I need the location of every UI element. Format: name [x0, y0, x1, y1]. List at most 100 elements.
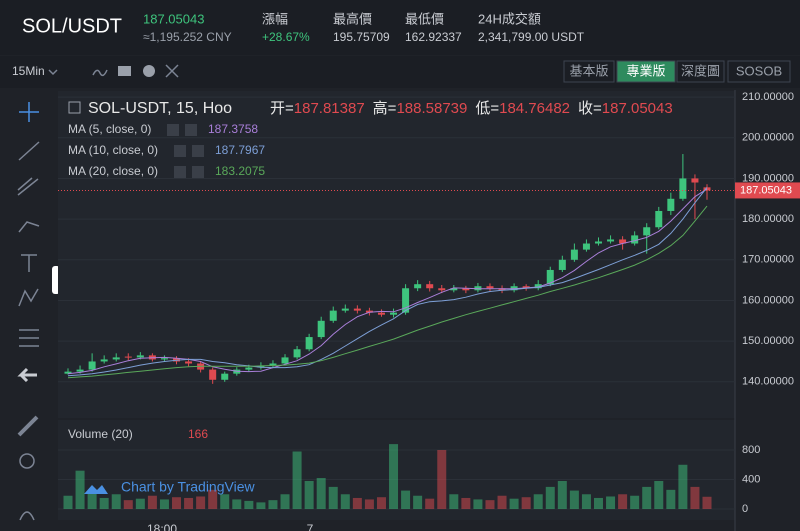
ma-settings[interactable]: [174, 145, 186, 157]
ohlc-legend: 开=187.81387 高=188.58739 低=184.76482 收=187.0…: [270, 100, 673, 117]
candle-body: [317, 320, 325, 338]
ma-settings[interactable]: [174, 166, 186, 178]
ohlc-value: 187.05043: [602, 100, 673, 117]
volume-bar: [256, 502, 266, 510]
candle-body: [390, 312, 398, 315]
candle-body: [402, 288, 410, 313]
ohlc-label: 低=: [475, 100, 499, 117]
ma-label: MA (10, close, 0): [68, 143, 158, 157]
zoom-tool[interactable]: [19, 453, 35, 469]
candle-body: [498, 288, 506, 291]
candle-body: [426, 284, 434, 289]
text-tool[interactable]: [21, 254, 37, 272]
candle-body: [703, 187, 711, 191]
line-tool[interactable]: [18, 141, 40, 161]
volume-bar: [702, 496, 712, 510]
candle-body: [558, 259, 566, 270]
ma-value: 187.7967: [215, 143, 265, 157]
crosshair-tool[interactable]: [19, 102, 39, 122]
ruler-tool[interactable]: [17, 415, 39, 437]
candle-body: [341, 308, 349, 311]
tab-label[interactable]: 專業版: [626, 63, 665, 78]
candle-body: [209, 369, 217, 380]
volume-bar: [268, 500, 278, 510]
volume-bar: [485, 500, 495, 510]
tab[interactable]: [563, 60, 615, 83]
volume-bar: [437, 450, 447, 510]
ma-close[interactable]: [192, 145, 204, 157]
ohlc-value: 188.58739: [396, 100, 467, 117]
camera-icon[interactable]: [118, 66, 131, 76]
y-tick-label: 180.00000: [742, 213, 794, 225]
volume-bar: [220, 494, 230, 510]
pair: SOL/USDT: [22, 15, 122, 37]
ma-line: [67, 187, 708, 377]
indicator-icon[interactable]: [92, 69, 108, 77]
tab-label[interactable]: 深度圖: [681, 63, 720, 78]
volume-bar: [618, 494, 628, 510]
magnet-tool[interactable]: [19, 511, 35, 521]
volume-bar: [135, 498, 145, 510]
candle-body: [281, 357, 289, 364]
stat-label: 24H成交額: [478, 11, 541, 26]
candle-body: [112, 357, 120, 360]
tab[interactable]: [616, 60, 676, 83]
volume-bar: [316, 478, 326, 510]
candle-body: [221, 373, 229, 380]
collapse-icon[interactable]: [68, 101, 81, 114]
candle-body: [462, 288, 470, 291]
candle-body: [643, 227, 651, 236]
tab-label[interactable]: 基本版: [569, 63, 608, 78]
brush-tool[interactable]: [18, 221, 40, 233]
volume-bar: [87, 489, 97, 510]
settings-icon[interactable]: [143, 65, 155, 77]
candle-body: [353, 308, 361, 311]
volume-bar: [184, 497, 194, 510]
tab-label[interactable]: SOSOB: [736, 63, 782, 78]
fullscreen-icon[interactable]: [165, 64, 179, 78]
volume-bar: [147, 495, 157, 510]
volume-bar: [449, 494, 459, 510]
pattern-tool[interactable]: [18, 288, 39, 307]
candle-body: [450, 288, 458, 291]
ma-settings[interactable]: [167, 124, 179, 136]
volume-bar: [473, 499, 483, 510]
volume-value: 166: [188, 427, 208, 441]
channel-tool[interactable]: [17, 177, 39, 196]
volume-bar: [461, 497, 471, 510]
tab[interactable]: [676, 60, 725, 83]
volume-bar: [569, 490, 579, 510]
volume-bar: [581, 494, 591, 510]
candle-body: [414, 284, 422, 289]
volume-bar: [630, 495, 640, 510]
candle-body: [88, 361, 96, 370]
interval[interactable]: 15Min: [12, 64, 45, 78]
volume-bar: [557, 480, 567, 510]
fib-tool[interactable]: [19, 329, 39, 347]
volume-bar: [159, 499, 169, 510]
drawing-toolbar: [0, 90, 56, 531]
ohlc-value: 187.81387: [294, 100, 365, 117]
tabs: 基本版 專業版 深度圖 SOSOB: [563, 60, 791, 83]
ma-label: MA (5, close, 0): [68, 122, 151, 136]
dropdown-icon[interactable]: [48, 69, 58, 76]
candle-body: [570, 249, 578, 260]
candle-body: [305, 337, 313, 350]
candle-body: [607, 239, 615, 242]
volume-bar: [497, 495, 507, 510]
candle-body: [64, 371, 72, 374]
candle-body: [655, 210, 663, 228]
ma-line: [67, 188, 708, 375]
stats: 漲幅 +28.67% 最高價 195.75709 最低價 162.92337 24H成交額 2…: [262, 11, 585, 44]
ma-line: [67, 205, 708, 379]
volume-bar: [340, 494, 350, 510]
volume-bar: [642, 486, 652, 510]
volume-bar: [75, 470, 85, 510]
y-tick-label: 140.00000: [742, 376, 794, 388]
ma-close[interactable]: [192, 166, 204, 178]
x-tick-label: 7: [307, 522, 314, 531]
ma-close[interactable]: [185, 124, 197, 136]
volume-bar: [208, 489, 218, 510]
tab[interactable]: [727, 60, 791, 83]
back-tool[interactable]: [17, 367, 37, 383]
